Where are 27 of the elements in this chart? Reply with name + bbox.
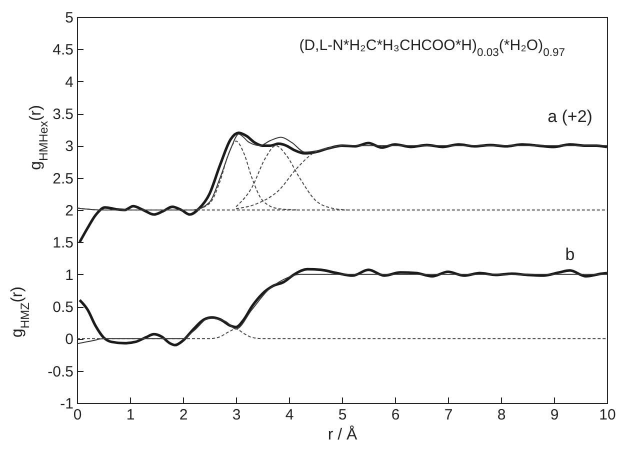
y-tick-label: -1 (60, 396, 74, 412)
y-tick-label: 2 (65, 202, 74, 220)
x-axis-title: r / Å (328, 426, 358, 444)
annotation: b (565, 245, 575, 264)
x-tick-label: 1 (126, 406, 135, 424)
y-tick-label: 1 (65, 266, 74, 284)
y-tick-label: 4 (65, 74, 74, 91)
x-tick-label: 8 (497, 406, 506, 424)
y-tick-label: 0.5 (52, 299, 74, 316)
annotation: a (+2) (548, 107, 592, 126)
x-tick-label: 3 (232, 406, 241, 424)
y-tick-label: 4.5 (52, 42, 74, 59)
y-tick-label: 0 (65, 331, 74, 348)
x-tick-label: 2 (179, 406, 188, 424)
x-tick-label: 6 (391, 406, 400, 424)
y-tick-label: 2.5 (52, 170, 74, 188)
y-tick-label: -0.5 (48, 363, 74, 380)
x-tick-label: 9 (550, 406, 559, 424)
x-tick-label: 7 (444, 406, 453, 424)
y-tick-label: 3 (65, 138, 74, 156)
y-tick-label: 3.5 (52, 106, 74, 123)
x-tick-label: 10 (599, 406, 616, 424)
y-tick-label: 1.5 (52, 234, 74, 252)
x-tick-label: 5 (338, 406, 347, 424)
y-tick-label: 5 (65, 10, 74, 26)
text: (D,L-N*H₂C*H₃CHCOO*H)$_{0.03}$(*H₂O)$_{0.97}$ (299, 37, 565, 59)
x-tick-label: 4 (285, 406, 294, 424)
